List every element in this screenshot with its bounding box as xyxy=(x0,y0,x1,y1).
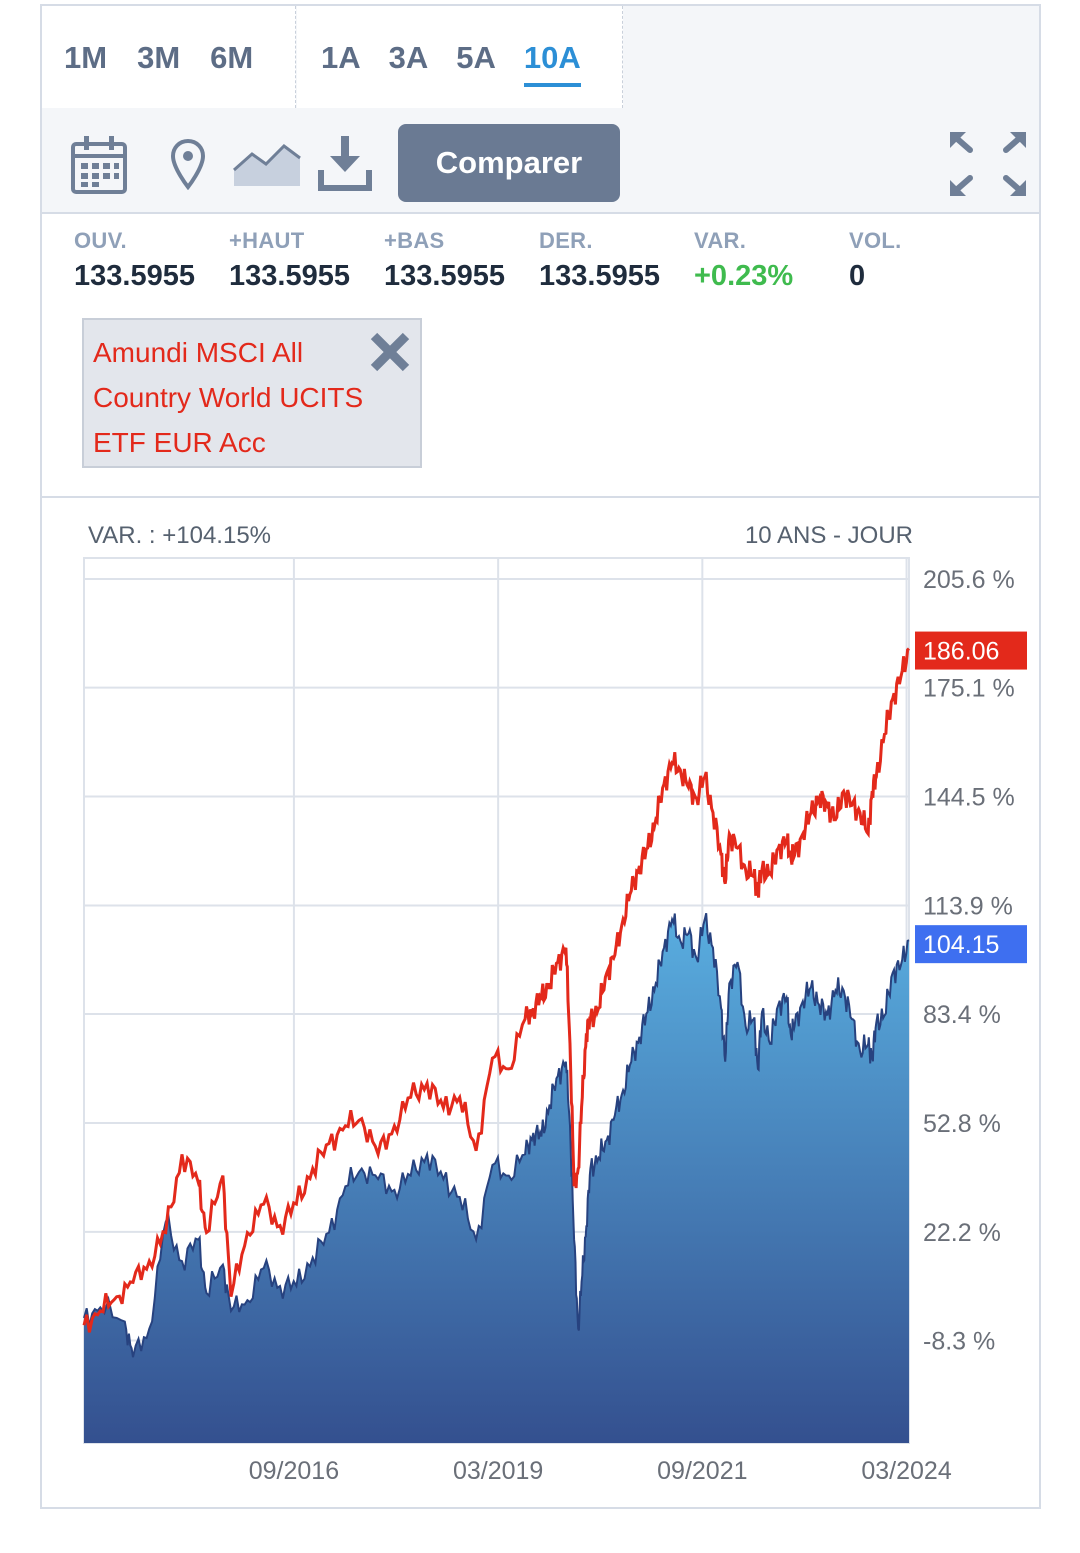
performance-chart[interactable]: 205.6 % 175.1 % 144.5 % 113.9 % 83.4 % 52.8 %… xyxy=(42,6,1039,1506)
tab-3m[interactable]: 3M xyxy=(137,39,181,75)
chart-series xyxy=(82,647,911,1443)
compare-chip: Amundi MSCI All Country World UCITS ETF … xyxy=(82,318,422,468)
period-group-months: 1M 3M 6M xyxy=(42,6,296,108)
series-area-fund xyxy=(84,913,909,1443)
stat-value: 0 xyxy=(849,260,866,292)
tab-3a[interactable]: 3A xyxy=(388,39,429,75)
last-value-badge xyxy=(915,631,1027,670)
last-value-text: 104.15 xyxy=(923,931,999,959)
x-tick-label: 03/2019 xyxy=(453,1457,543,1485)
area-chart-icon[interactable] xyxy=(232,140,302,188)
tab-5a[interactable]: 5A xyxy=(456,39,496,75)
chart-toolbar: Comparer xyxy=(42,110,1039,214)
x-tick-label: 03/2024 xyxy=(861,1457,951,1485)
x-tick-label: 09/2016 xyxy=(249,1457,339,1485)
y-tick-label: 175.1 % xyxy=(923,675,1015,703)
calendar-icon[interactable] xyxy=(70,134,128,196)
period-tabs: 1M 3M 6M 1A 3A 5A 10A xyxy=(42,6,1039,112)
stat-value: 133.5955 xyxy=(229,260,350,292)
stat-label: DER. xyxy=(539,228,593,253)
close-icon[interactable] xyxy=(368,330,412,374)
stat-label: +BAS xyxy=(384,228,445,253)
tab-1a[interactable]: 1A xyxy=(321,39,361,75)
x-axis: 09/2016 03/2019 09/2021 03/2024 xyxy=(249,1457,952,1485)
stat-label: OUV. xyxy=(74,228,127,253)
y-tick-label: 113.9 % xyxy=(923,892,1013,920)
pin-icon[interactable] xyxy=(170,138,206,190)
stat-label: VOL. xyxy=(849,228,902,253)
stat-low: +BAS 133.5955 xyxy=(384,228,505,293)
tab-10a[interactable]: 10A xyxy=(523,39,581,87)
stat-last: DER. 133.5955 xyxy=(539,228,660,293)
x-tick-label: 09/2021 xyxy=(657,1457,747,1485)
stat-high: +HAUT 133.5955 xyxy=(229,228,350,293)
stat-open: OUV. 133.5955 xyxy=(74,228,195,293)
stat-variation: VAR. +0.23% xyxy=(694,228,793,293)
stat-value: 133.5955 xyxy=(539,260,660,292)
y-tick-label: 52.8 % xyxy=(923,1110,1001,1138)
tab-6m[interactable]: 6M xyxy=(210,39,254,75)
stat-value: 133.5955 xyxy=(74,260,195,292)
y-tick-label: 22.2 % xyxy=(923,1219,1001,1247)
y-tick-label: -8.3 % xyxy=(923,1327,995,1355)
last-value-labels: 104.15 186.06 xyxy=(915,631,1027,964)
stat-volume: VOL. 0 xyxy=(849,228,902,293)
stat-value: 133.5955 xyxy=(384,260,505,292)
stat-label: VAR. xyxy=(694,228,747,253)
stat-value: +0.23% xyxy=(694,260,794,292)
last-value-text: 186.06 xyxy=(923,638,999,666)
period-group-years: 1A 3A 5A 10A xyxy=(297,6,623,108)
stat-label: +HAUT xyxy=(229,228,305,253)
divider xyxy=(42,496,1039,498)
quote-stats: OUV. 133.5955 +HAUT 133.5955 +BAS 133.59… xyxy=(42,228,1039,308)
y-tick-label: 83.4 % xyxy=(923,1001,1001,1029)
y-axis: 205.6 % 175.1 % 144.5 % 113.9 % 83.4 % 52.8 %… xyxy=(923,566,1015,1355)
compare-chip-name: Amundi MSCI All Country World UCITS ETF … xyxy=(93,337,364,458)
chart-variation: VAR. : +104.15% xyxy=(88,522,271,549)
compare-button[interactable]: Comparer xyxy=(398,124,620,202)
chart-period: 10 ANS - JOUR xyxy=(744,522,913,549)
expand-icon[interactable] xyxy=(948,130,1028,198)
series-line-compare xyxy=(82,647,911,1333)
last-value-badge xyxy=(915,925,1027,964)
series-line-fund xyxy=(83,912,910,1358)
tab-1m[interactable]: 1M xyxy=(64,39,108,75)
y-tick-label: 205.6 % xyxy=(923,566,1015,594)
y-tick-label: 144.5 % xyxy=(923,784,1015,812)
chart-widget: 1M 3M 6M 1A 3A 5A 10A xyxy=(40,4,1041,1509)
download-icon[interactable] xyxy=(318,134,372,192)
